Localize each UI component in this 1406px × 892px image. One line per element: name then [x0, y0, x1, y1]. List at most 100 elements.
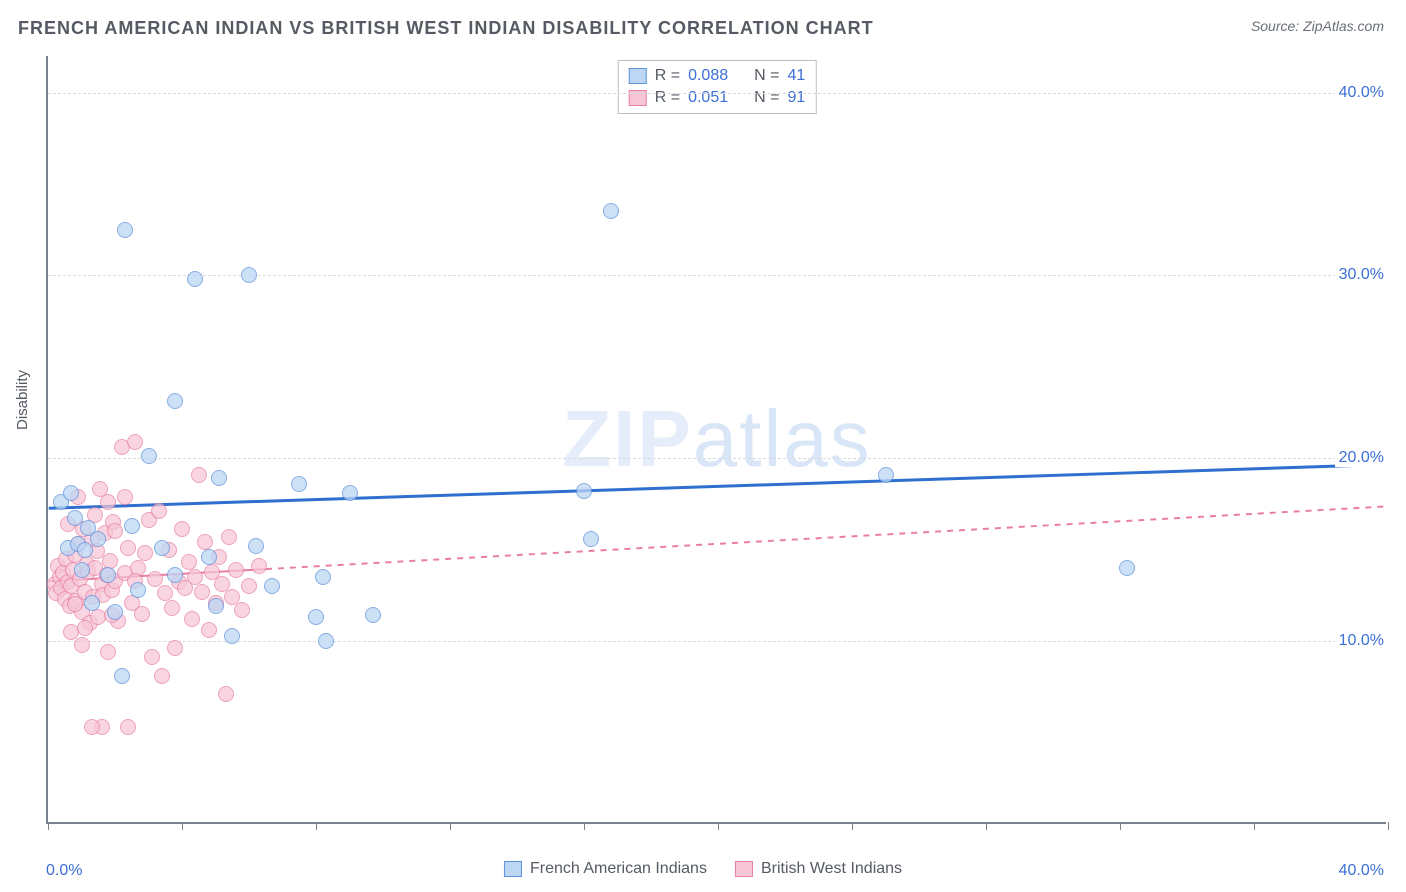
x-tick — [986, 822, 987, 830]
scatter-point — [77, 620, 93, 636]
scatter-point — [77, 542, 93, 558]
scatter-point — [107, 604, 123, 620]
y-axis-title: Disability — [14, 370, 31, 430]
scatter-point — [74, 562, 90, 578]
scatter-point — [201, 549, 217, 565]
watermark-light: atlas — [693, 394, 872, 483]
scatter-point — [218, 686, 234, 702]
scatter-point — [67, 596, 83, 612]
scatter-point — [264, 578, 280, 594]
scatter-point — [120, 540, 136, 556]
x-tick — [316, 822, 317, 830]
chart-container: FRENCH AMERICAN INDIAN VS BRITISH WEST I… — [0, 0, 1406, 892]
scatter-point — [576, 483, 592, 499]
scatter-point — [211, 470, 227, 486]
y-tick-label: 10.0% — [1335, 632, 1388, 650]
scatter-point — [164, 600, 180, 616]
legend-bottom-swatch-1 — [735, 861, 753, 877]
scatter-point — [84, 595, 100, 611]
scatter-point — [201, 622, 217, 638]
scatter-point — [100, 644, 116, 660]
scatter-point — [221, 529, 237, 545]
scatter-point — [251, 558, 267, 574]
scatter-point — [197, 534, 213, 550]
scatter-point — [157, 585, 173, 601]
legend-top-row-1: R = 0.051 N = 91 — [629, 87, 806, 109]
scatter-point — [184, 611, 200, 627]
y-tick-label: 20.0% — [1335, 449, 1388, 467]
scatter-point — [141, 448, 157, 464]
legend-bottom-item-1: British West Indians — [735, 860, 902, 878]
scatter-point — [130, 582, 146, 598]
scatter-point — [124, 518, 140, 534]
scatter-point — [187, 271, 203, 287]
legend-bottom-swatch-0 — [504, 861, 522, 877]
scatter-point — [181, 554, 197, 570]
scatter-point — [315, 569, 331, 585]
x-axis-max-label: 40.0% — [1339, 862, 1384, 880]
scatter-point — [63, 485, 79, 501]
scatter-point — [84, 719, 100, 735]
scatter-point — [234, 602, 250, 618]
grid-line — [48, 641, 1386, 642]
scatter-point — [147, 571, 163, 587]
legend-top-row-0: R = 0.088 N = 41 — [629, 65, 806, 87]
scatter-point — [228, 562, 244, 578]
scatter-point — [107, 523, 123, 539]
watermark: ZIPatlas — [562, 393, 871, 485]
scatter-point — [134, 606, 150, 622]
n-value-0: 41 — [787, 67, 805, 85]
scatter-point — [583, 531, 599, 547]
chart-title: FRENCH AMERICAN INDIAN VS BRITISH WEST I… — [18, 18, 874, 39]
legend-bottom: French American Indians British West Ind… — [504, 860, 902, 878]
scatter-point — [90, 531, 106, 547]
grid-line — [48, 93, 1386, 94]
scatter-point — [100, 494, 116, 510]
scatter-point — [342, 485, 358, 501]
x-tick — [1254, 822, 1255, 830]
scatter-point — [137, 545, 153, 561]
scatter-point — [878, 467, 894, 483]
x-tick — [852, 822, 853, 830]
legend-bottom-label-1: British West Indians — [761, 860, 902, 878]
x-axis-min-label: 0.0% — [46, 862, 82, 880]
plot-area: ZIPatlas R = 0.088 N = 41 R = 0.051 N = … — [46, 56, 1386, 824]
trend-lines — [48, 56, 1386, 822]
scatter-point — [127, 434, 143, 450]
scatter-point — [208, 598, 224, 614]
scatter-point — [224, 628, 240, 644]
y-tick-label: 40.0% — [1335, 84, 1388, 102]
x-tick — [182, 822, 183, 830]
scatter-point — [241, 267, 257, 283]
scatter-point — [120, 719, 136, 735]
x-tick — [1120, 822, 1121, 830]
x-tick — [48, 822, 49, 830]
scatter-point — [174, 521, 190, 537]
scatter-point — [291, 476, 307, 492]
scatter-point — [151, 503, 167, 519]
n-label-0: N = — [754, 67, 779, 85]
scatter-point — [191, 467, 207, 483]
scatter-point — [167, 640, 183, 656]
r-label-0: R = — [655, 67, 680, 85]
grid-line — [48, 458, 1386, 459]
scatter-point — [100, 567, 116, 583]
scatter-point — [241, 578, 257, 594]
r-value-0: 0.088 — [688, 67, 728, 85]
legend-swatch-0 — [629, 68, 647, 84]
scatter-point — [154, 668, 170, 684]
legend-bottom-label-0: French American Indians — [530, 860, 707, 878]
scatter-point — [117, 222, 133, 238]
x-tick — [584, 822, 585, 830]
watermark-bold: ZIP — [562, 394, 692, 483]
scatter-point — [603, 203, 619, 219]
source-label: Source: ZipAtlas.com — [1251, 18, 1384, 34]
scatter-point — [167, 393, 183, 409]
scatter-point — [144, 649, 160, 665]
scatter-point — [365, 607, 381, 623]
x-tick — [1388, 822, 1389, 830]
scatter-point — [114, 668, 130, 684]
scatter-point — [154, 540, 170, 556]
scatter-point — [74, 637, 90, 653]
scatter-point — [102, 553, 118, 569]
